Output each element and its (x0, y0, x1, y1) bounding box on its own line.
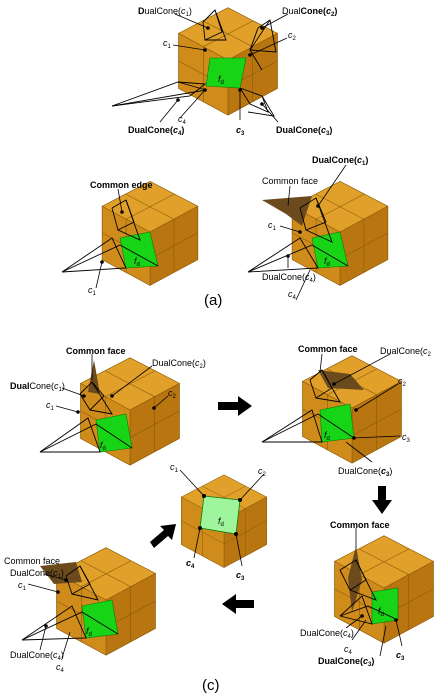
label-common-face: Common face (262, 176, 318, 186)
leaders-a-top (159, 13, 289, 123)
label-fd: fd (218, 74, 224, 86)
common-face-dark (88, 360, 100, 394)
panel-a-right: DualCone(c1) Common face c1 fd DualCone(… (247, 155, 389, 301)
label-dualcone-c4: DualCone(c4) (262, 272, 316, 284)
label-fd: fd (324, 430, 330, 442)
panel-c-bottom-right: Common face DualCone(c4) c4 fd DualCone(… (300, 520, 434, 668)
panel-c-top-left: Common face DualCone(c2) DualCone(c1) c1… (10, 346, 206, 466)
label-fd: fd (378, 606, 384, 618)
label-dualcone-c1: DualCone(c1) (138, 6, 192, 18)
label-c1: c1 (170, 462, 179, 474)
label-fd: fd (134, 256, 140, 268)
dual-cone-wires-c-bl (21, 565, 119, 641)
label-c1: c1 (46, 400, 55, 412)
panel-a-top: DualCone(c1) DualCone(c2) c1 c2 fd c4 c3… (111, 6, 337, 137)
panel-c-bottom-left: Common face DualCone(c1) c1 fd DualCone(… (4, 547, 156, 674)
label-c4: c4 (186, 558, 195, 570)
label-c4: c4 (288, 289, 297, 301)
label-common-face: Common face (4, 556, 60, 566)
dual-cone-wires-c-tr (261, 369, 355, 443)
common-face-dark (348, 546, 362, 612)
label-dualcone-c1: DualCone(c1) (10, 381, 65, 393)
label-dualcone-c2: DualCone(c2 (380, 346, 432, 358)
label-c3: c3 (236, 125, 245, 137)
label-dualcone-c3: DualCone(c3) (338, 466, 392, 478)
arrow-right (218, 396, 252, 416)
label-dualcone-c2: DualCone(c2) (152, 358, 206, 370)
label-c2: c2 (168, 388, 177, 400)
label-common-face: Common face (330, 520, 390, 530)
label-c4: c4 (344, 644, 353, 656)
label-common-edge: Common edge (90, 180, 153, 190)
label-c3: c3 (236, 570, 245, 582)
label-c2: c2 (398, 376, 407, 388)
label-dualcone-c4: DualCone(c4) (10, 650, 64, 662)
caption-a: (a) (204, 292, 222, 309)
label-c2: c2 (258, 466, 267, 478)
label-c4: c4 (178, 114, 187, 126)
common-face-dark (40, 562, 82, 584)
label-c3: c3 (402, 432, 411, 444)
label-fd: fd (218, 516, 224, 528)
arrow-up-left (150, 524, 176, 548)
label-c4: c4 (56, 662, 65, 674)
panel-c-top-right: Common face DualCone(c2 c2 c3 fd DualCon… (261, 344, 432, 478)
common-face-dark (262, 196, 312, 226)
label-dualcone-c4: DualCone(c4) (300, 628, 354, 640)
face-fd-green (205, 57, 247, 89)
panel-a-left: Common edge c1 fd (61, 180, 199, 297)
arrow-left (222, 594, 254, 614)
face-fd-light-green (199, 495, 241, 535)
label-dualcone-c1: DualCone(c1) (10, 568, 64, 580)
label-fd: fd (100, 440, 106, 452)
arrow-down (372, 486, 392, 514)
label-fd: fd (86, 626, 92, 638)
label-c1: c1 (88, 285, 97, 297)
label-dualcone-c3: DualCone(c3) (276, 125, 332, 137)
dual-cone-wires-a-left (61, 199, 159, 273)
label-common-face: Common face (298, 344, 358, 354)
caption-c: (c) (202, 677, 220, 694)
dual-cone-wires-c-tl (39, 381, 133, 453)
label-dualcone-c2: DualCone(c2) (282, 6, 337, 18)
label-dualcone-c3: DualCone(c3) (318, 656, 374, 668)
label-dualcone-c4: DualCone(c4) (128, 125, 184, 137)
panel-c-center: c1 c2 c3 c4 fd (170, 462, 267, 582)
label-c1: c1 (18, 580, 27, 592)
label-fd: fd (324, 256, 330, 268)
label-c1: c1 (268, 220, 277, 232)
dual-cone-wires-a-right (247, 197, 349, 273)
label-dualcone-c1: DualCone(c1) (312, 155, 368, 167)
label-common-face: Common face (66, 346, 126, 356)
label-c1: c1 (163, 38, 172, 50)
label-c3: c3 (396, 650, 405, 662)
label-c2: c2 (288, 30, 297, 42)
